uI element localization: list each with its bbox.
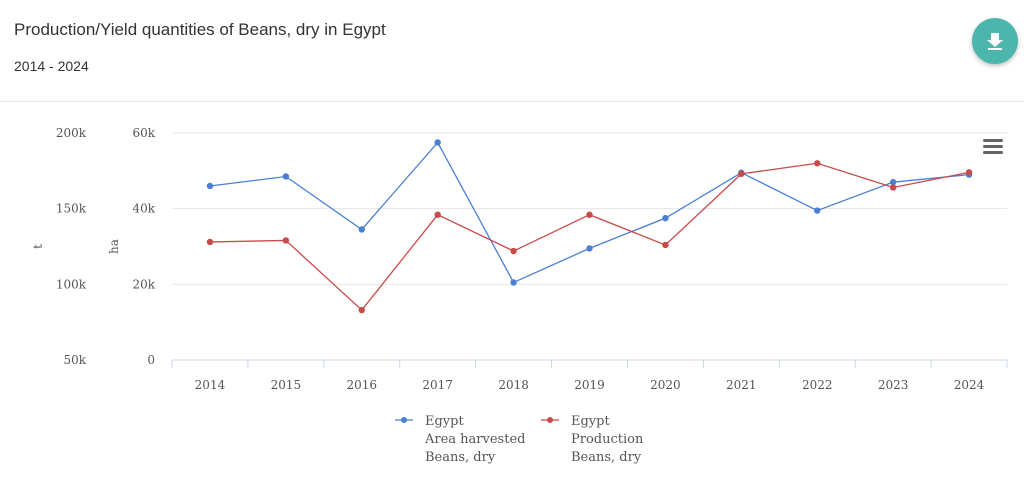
y-tick-label-ha: 0 (147, 353, 155, 367)
series-layer (206, 139, 973, 314)
legend: Egypt Area harvested Beans, dry Egypt Produc… (395, 414, 644, 465)
x-tick-label: 2016 (346, 378, 377, 392)
data-point (358, 226, 365, 233)
x-tick-label: 2022 (802, 378, 833, 392)
y-tick-label-ha: 20k (132, 277, 155, 291)
data-point (206, 182, 214, 190)
hamburger-menu-icon[interactable] (983, 139, 1003, 154)
axes: 2014 2015 2016 2017 2018 2019 2020 2021 2022 2023… (31, 126, 985, 392)
data-point (965, 169, 973, 176)
legend-label: Beans, dry (571, 450, 642, 465)
chart-title: Production/Yield quantities of Beans, dr… (14, 20, 386, 39)
y-tick-label-ha: 40k (132, 202, 155, 216)
chart-subtitle: 2014 - 2024 (14, 58, 89, 74)
data-point (358, 306, 365, 314)
legend-label: Beans, dry (425, 450, 496, 465)
y-tick-label-t: 200k (56, 126, 87, 140)
legend-label: Egypt (425, 414, 464, 429)
y-axis-title-ha: ha (107, 239, 121, 254)
data-point (586, 245, 593, 252)
legend-marker (547, 417, 553, 423)
data-point (282, 173, 290, 180)
data-point (282, 237, 290, 244)
data-point (510, 247, 517, 255)
x-tick-label: 2024 (954, 378, 985, 392)
data-point (889, 184, 897, 191)
download-button[interactable] (972, 18, 1018, 64)
legend-label: Area harvested (424, 432, 525, 447)
legend-label: Production (571, 432, 644, 447)
x-tick-label: 2019 (574, 378, 605, 392)
legend-marker (401, 417, 407, 423)
grid-lines (171, 132, 1008, 368)
legend-label: Egypt (571, 414, 610, 429)
x-tick-label: 2021 (726, 378, 757, 392)
x-tick-label: 2020 (650, 378, 681, 392)
y-tick-label-t: 50k (63, 353, 86, 367)
data-point (586, 211, 593, 218)
x-tick-label: 2015 (271, 378, 302, 392)
x-tick-label: 2018 (498, 378, 529, 392)
y-tick-label-t: 100k (56, 277, 87, 291)
data-point (814, 160, 821, 167)
download-icon (987, 33, 1003, 50)
data-point (662, 241, 669, 249)
y-axis-title-t: t (31, 244, 45, 249)
series-line (209, 162, 970, 312)
data-point (434, 211, 441, 218)
x-tick-label: 2017 (422, 378, 453, 392)
data-point (814, 207, 821, 214)
chart-header: Production/Yield quantities of Beans, dr… (0, 0, 1024, 102)
x-tick-label: 2014 (195, 378, 226, 392)
data-point (434, 139, 441, 146)
y-tick-label-ha: 60k (132, 126, 155, 140)
x-tick-label: 2023 (878, 378, 909, 392)
data-point (206, 238, 214, 246)
y-tick-label-t: 150k (56, 202, 87, 216)
data-point (889, 178, 897, 186)
data-point (510, 279, 517, 286)
data-point (662, 214, 669, 222)
data-point (738, 170, 745, 178)
